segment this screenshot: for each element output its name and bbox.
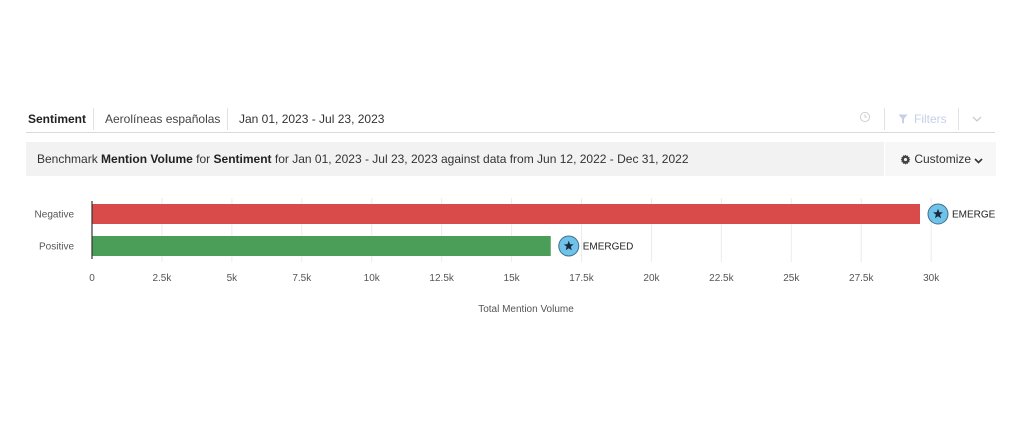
x-tick-label: 17.5k bbox=[569, 273, 594, 284]
customize-button[interactable]: Customize bbox=[884, 142, 996, 176]
customize-label: Customize bbox=[914, 152, 972, 166]
bar-positive bbox=[92, 236, 551, 256]
gear-icon bbox=[900, 154, 911, 165]
x-tick-label: 30k bbox=[923, 273, 940, 284]
filter-icon bbox=[898, 114, 908, 124]
filters-button[interactable]: Filters bbox=[898, 112, 947, 126]
toolbar-divider bbox=[93, 108, 94, 130]
x-tick-label: 20k bbox=[643, 273, 660, 284]
category-label: Positive bbox=[39, 242, 74, 253]
benchmark-subject: Sentiment bbox=[213, 152, 272, 166]
x-tick-label: 10k bbox=[364, 273, 381, 284]
filters-label: Filters bbox=[914, 112, 947, 126]
emerged-label: EMERGED bbox=[952, 210, 1003, 221]
date-range-picker[interactable]: Jan 01, 2023 - Jul 23, 2023 bbox=[239, 112, 385, 126]
toolbar-divider bbox=[227, 108, 228, 130]
chevron-down-icon[interactable] bbox=[971, 113, 983, 127]
star-icon bbox=[933, 208, 943, 219]
benchmark-metric: Mention Volume bbox=[101, 152, 193, 166]
chevron-down-icon bbox=[974, 158, 983, 164]
category-label: Negative bbox=[35, 210, 75, 221]
x-tick-label: 15k bbox=[504, 273, 521, 284]
x-tick-label: 0 bbox=[89, 273, 95, 284]
x-tick-label: 7.5k bbox=[292, 273, 312, 284]
benchmark-prefix: Benchmark bbox=[37, 152, 98, 166]
x-tick-label: 2.5k bbox=[152, 273, 172, 284]
x-tick-label: 12.5k bbox=[429, 273, 454, 284]
emerged-label: EMERGED bbox=[583, 242, 634, 253]
star-icon bbox=[563, 240, 574, 251]
toolbar-divider bbox=[884, 108, 885, 130]
benchmark-for: for bbox=[196, 152, 211, 166]
x-tick-label: 5k bbox=[227, 273, 239, 284]
x-tick-label: 25k bbox=[783, 273, 800, 284]
x-tick-label: 22.5k bbox=[709, 273, 734, 284]
brand-selector[interactable]: Aerolíneas españolas bbox=[105, 112, 221, 126]
bar-negative bbox=[92, 204, 921, 224]
toolbar-divider bbox=[958, 108, 959, 130]
x-axis-title: Total Mention Volume bbox=[478, 304, 574, 315]
benchmark-description: Benchmark Mention Volume for Sentiment f… bbox=[37, 152, 689, 166]
benchmark-bar: Benchmark Mention Volume for Sentiment f… bbox=[26, 142, 996, 176]
x-tick-label: 27.5k bbox=[849, 273, 874, 284]
benchmark-period: for Jan 01, 2023 - Jul 23, 2023 against … bbox=[274, 152, 689, 166]
report-title: Sentiment bbox=[28, 112, 87, 126]
report-toolbar: Sentiment Aerolíneas españolas Jan 01, 2… bbox=[26, 108, 995, 133]
clock-icon[interactable] bbox=[859, 111, 871, 126]
